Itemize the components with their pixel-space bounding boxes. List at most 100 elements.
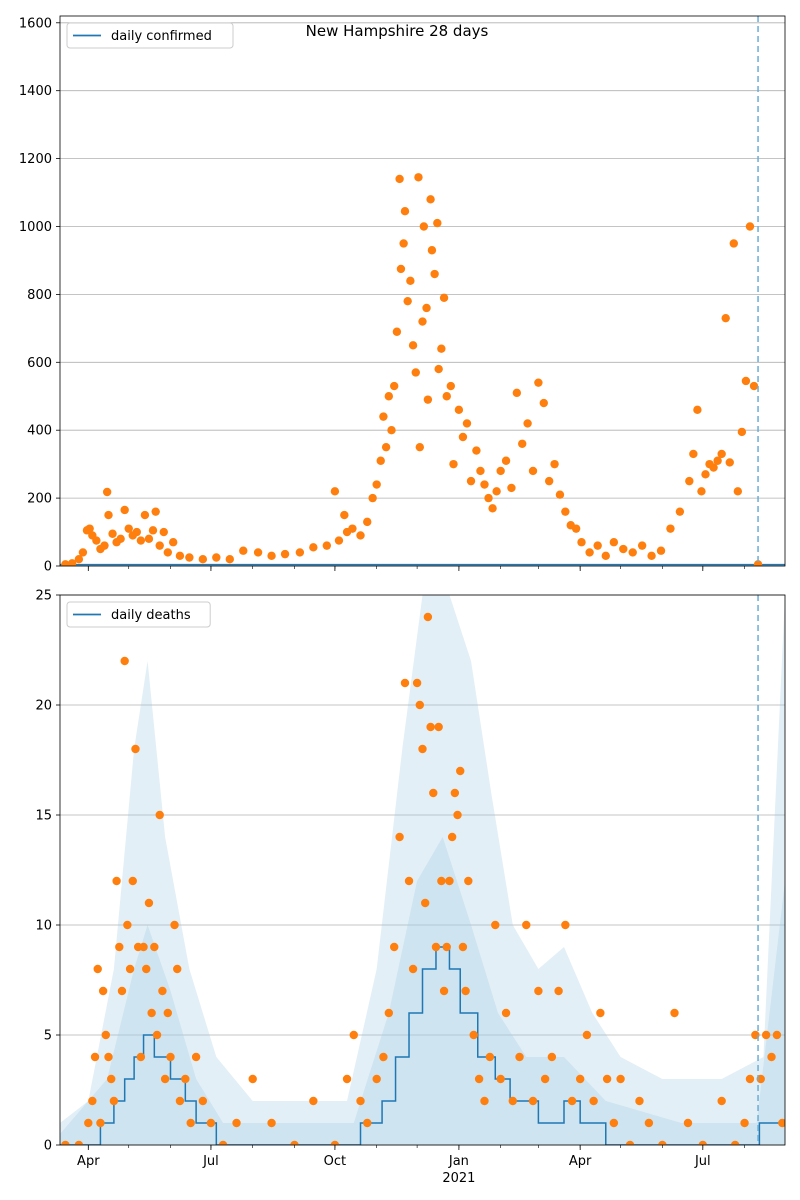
data-point: [528, 1096, 538, 1106]
data-point: [186, 1118, 195, 1128]
data-point: [330, 487, 340, 496]
data-point: [717, 1096, 726, 1106]
data-point: [139, 942, 148, 952]
data-point: [356, 1096, 365, 1106]
data-point: [721, 313, 730, 323]
data-point: [426, 722, 435, 732]
data-point: [408, 341, 418, 350]
data-point: [523, 419, 532, 428]
data-point: [488, 504, 497, 513]
x-tick-label: Jul: [202, 1154, 219, 1169]
data-point: [142, 964, 151, 974]
y-tick-label: 20: [35, 699, 52, 714]
data-point: [181, 1074, 190, 1084]
data-point: [713, 456, 722, 465]
data-point: [647, 551, 656, 561]
data-point: [445, 876, 454, 886]
data-point: [449, 459, 458, 469]
data-point: [501, 1008, 511, 1018]
data-point: [749, 381, 759, 391]
data-point: [561, 920, 570, 930]
data-point: [701, 470, 710, 479]
data-point: [198, 1096, 208, 1106]
data-point: [423, 612, 433, 622]
data-point: [155, 810, 164, 820]
data-point: [117, 986, 127, 996]
data-point: [144, 534, 154, 544]
legend: daily deaths: [66, 601, 211, 628]
data-point: [185, 553, 194, 562]
data-point: [458, 432, 468, 442]
x-tick-label: Jan: [448, 1154, 469, 1169]
legend-box: [66, 601, 211, 628]
data-point: [74, 555, 84, 564]
data-point: [670, 1008, 679, 1018]
data-point: [609, 538, 619, 547]
data-point: [730, 1140, 740, 1145]
data-point: [480, 480, 489, 489]
data-point: [340, 510, 349, 520]
x-tick-label: Apr: [569, 1154, 592, 1169]
data-point: [733, 487, 743, 496]
y-tick-label: 0: [44, 1139, 52, 1154]
data-point: [601, 551, 610, 561]
data-point: [675, 507, 685, 516]
data-point: [461, 986, 470, 996]
data-point: [656, 546, 666, 555]
data-point: [522, 920, 531, 930]
data-point: [554, 986, 563, 996]
data-point: [78, 548, 88, 557]
data-point: [515, 1052, 524, 1062]
data-point: [295, 548, 305, 557]
data-point: [330, 1140, 340, 1145]
data-point: [132, 527, 142, 537]
data-point: [496, 466, 505, 476]
data-point: [745, 222, 755, 231]
data-point: [376, 456, 385, 465]
data-point: [390, 381, 399, 391]
data-point: [540, 1074, 550, 1084]
data-point: [334, 536, 344, 545]
data-point: [745, 1074, 755, 1084]
data-point: [419, 222, 429, 231]
data-point: [399, 239, 408, 248]
data-point: [144, 898, 154, 908]
data-point: [761, 1030, 771, 1040]
chart-bottom-daily-deaths: 0 5 10 15 20 25 Apr Jul Oct Jan 2021 Apr Jul daily de…: [35, 589, 786, 1186]
y-tick-label: 200: [27, 492, 52, 507]
data-point: [115, 942, 124, 952]
data-point: [175, 1096, 185, 1106]
data-point: [466, 476, 476, 486]
data-point: [322, 541, 332, 550]
data-point: [577, 538, 586, 547]
data-point: [408, 964, 418, 974]
y-tick-label: 15: [35, 809, 52, 824]
data-point: [191, 1052, 201, 1062]
data-point: [725, 458, 734, 467]
data-point: [290, 1140, 299, 1145]
data-point: [462, 419, 472, 428]
data-point: [173, 964, 182, 974]
data-point: [218, 1140, 228, 1145]
axes-frame: [59, 15, 786, 567]
plot-area: [60, 595, 785, 1145]
data-point: [84, 1118, 93, 1128]
y-tick-label: 1600: [19, 16, 52, 31]
chart-top-daily-confirmed: 0 200 400 600 800 1000 1200 1400 1600 daily confi…: [19, 15, 786, 575]
y-tick-label: 5: [44, 1029, 52, 1044]
data-point: [309, 1096, 318, 1106]
data-point: [239, 546, 248, 555]
data-point: [593, 541, 602, 550]
data-point: [101, 1030, 111, 1040]
data-point: [368, 493, 377, 503]
data-point: [426, 195, 435, 204]
data-point: [390, 942, 399, 952]
data-point: [267, 1118, 276, 1128]
uncertainty-band: [60, 595, 785, 1145]
data-point: [67, 559, 77, 566]
data-point: [476, 466, 485, 476]
data-point: [422, 303, 431, 313]
data-point: [395, 832, 404, 842]
data-point: [469, 1030, 478, 1040]
